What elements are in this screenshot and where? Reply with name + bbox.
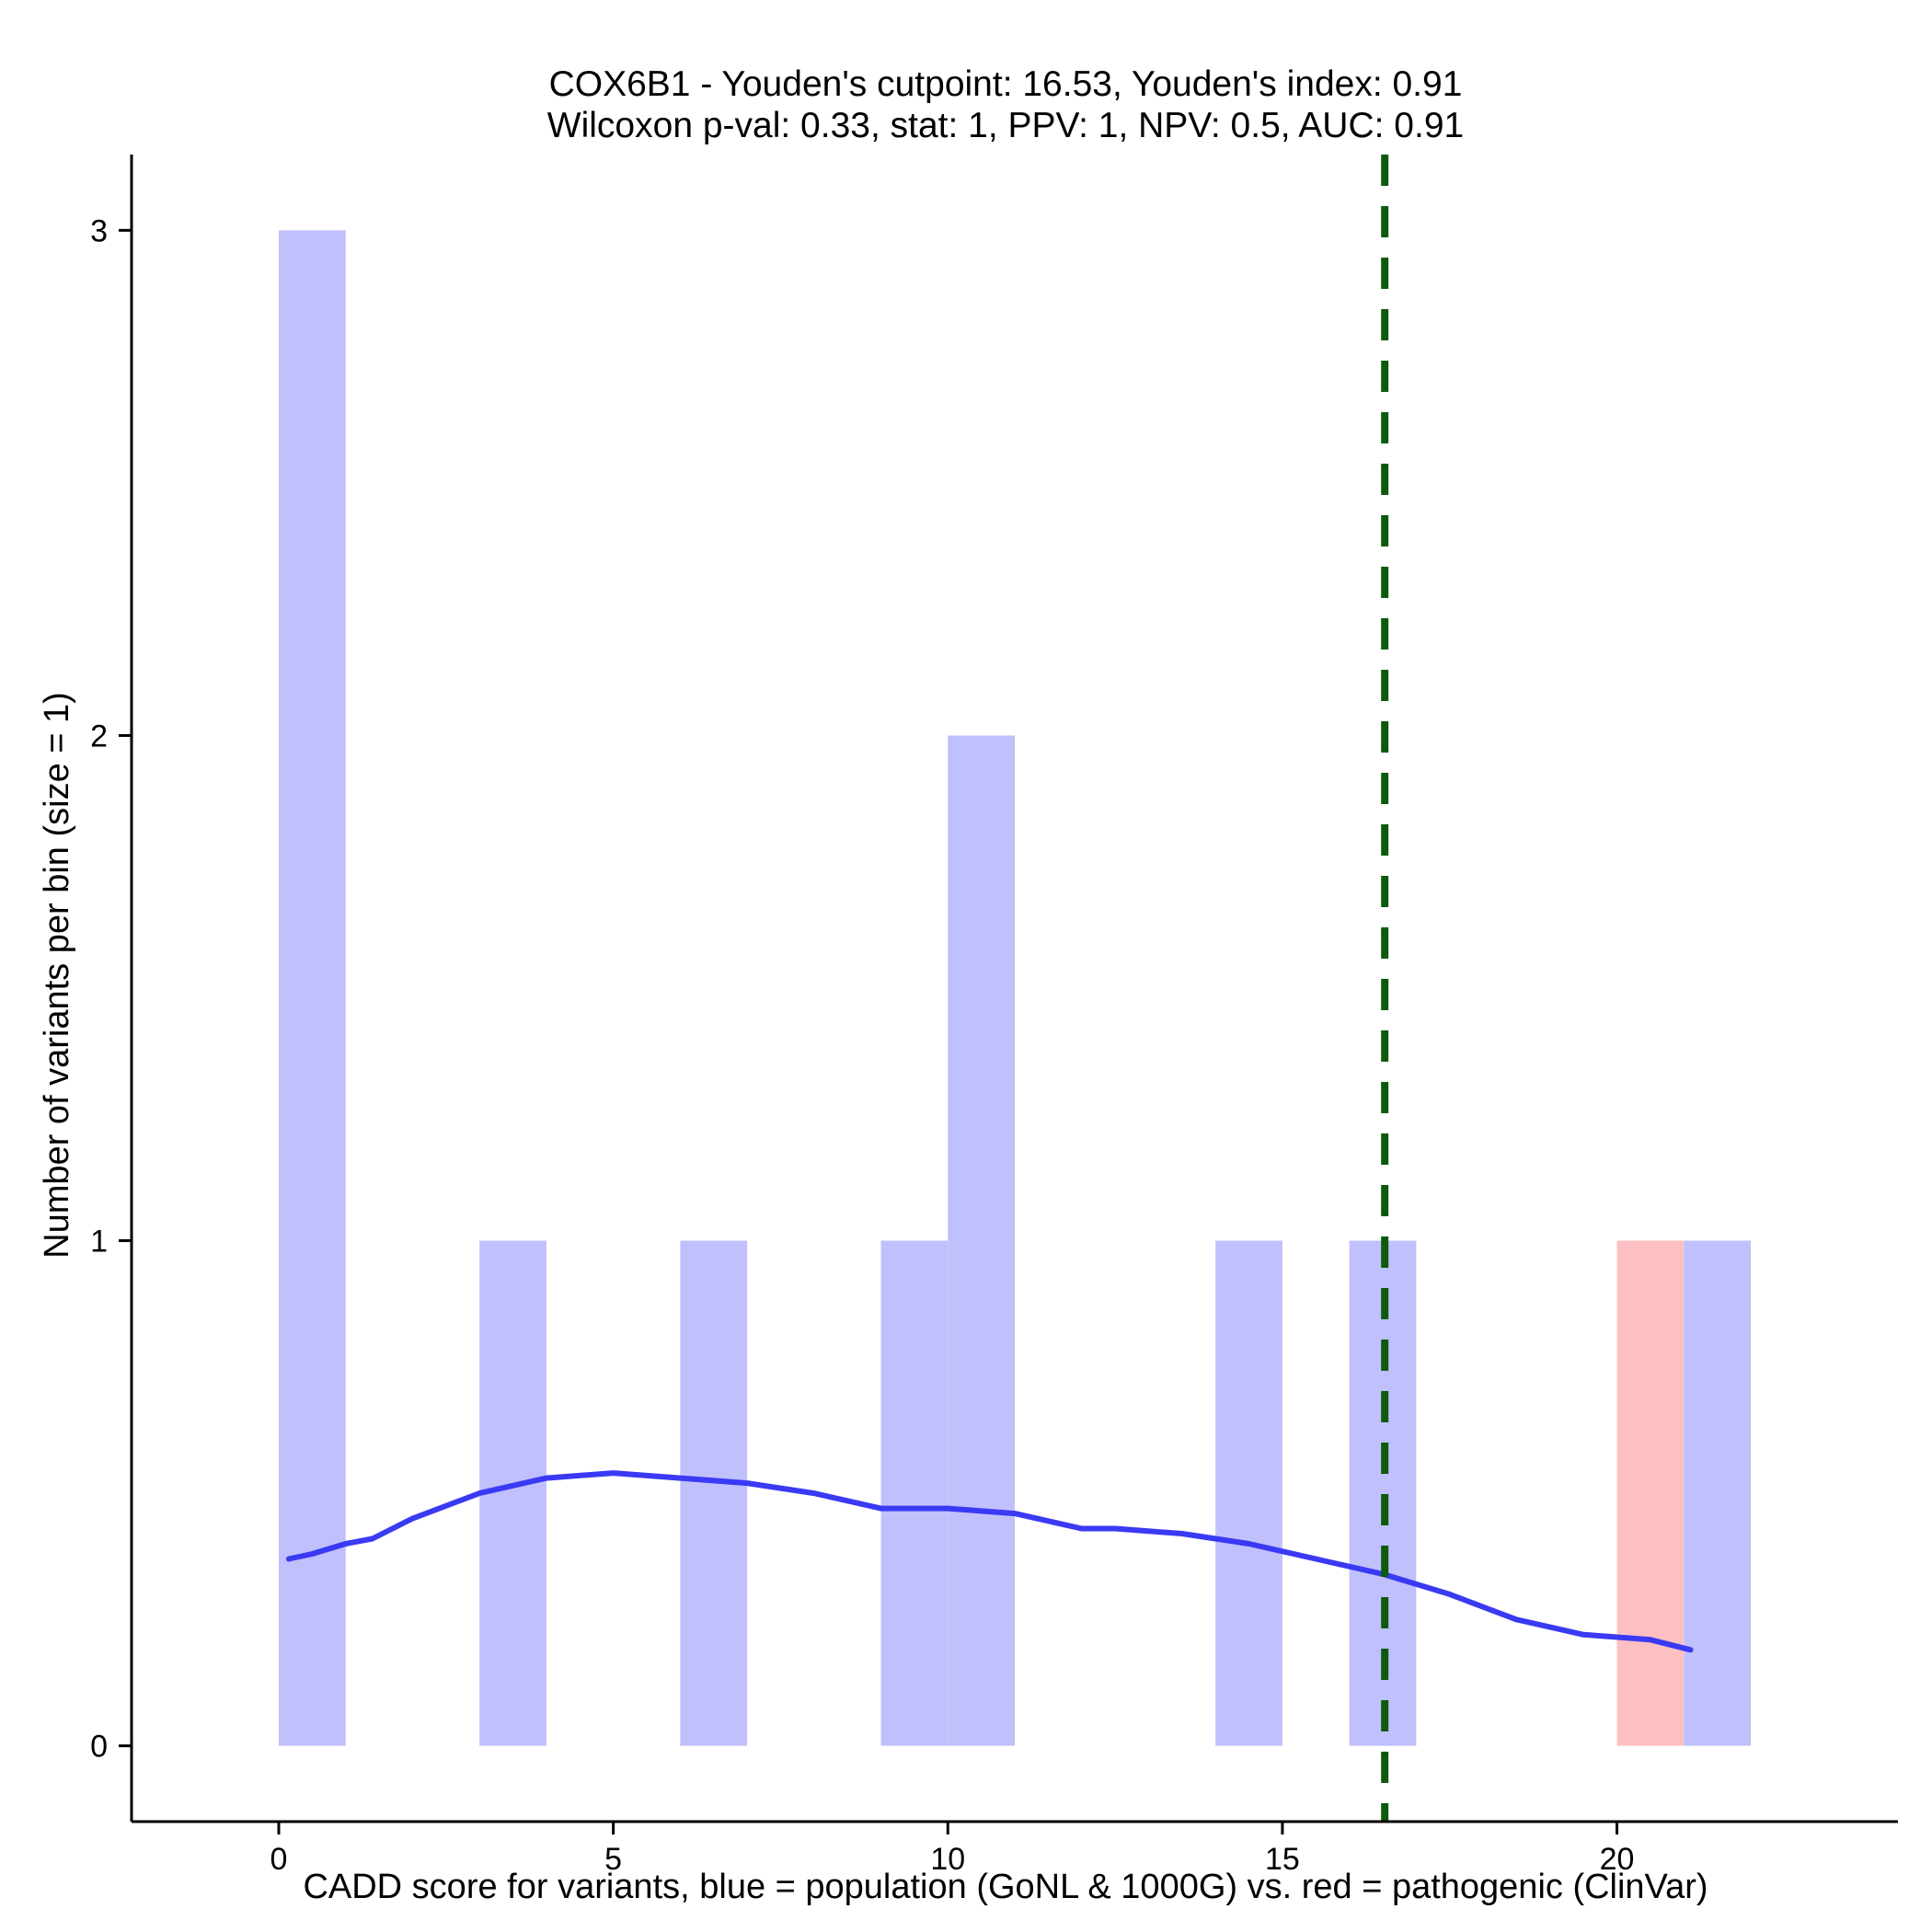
pathogenic-bar-20	[1616, 1240, 1685, 1746]
y-tick-label: 0	[90, 1730, 108, 1765]
population-bar-10	[948, 735, 1015, 1746]
x-tick-label: 15	[1265, 1842, 1300, 1877]
x-tick-label: 0	[270, 1842, 288, 1877]
population-bar-14	[1215, 1240, 1282, 1746]
population-bar-6	[680, 1240, 748, 1746]
x-axis-label: CADD score for variants, blue = populati…	[303, 1868, 1708, 1906]
chart-title-line-2: Wilcoxon p-val: 0.33, stat: 1, PPV: 1, N…	[547, 106, 1464, 145]
population-bar-9	[880, 1240, 949, 1746]
axes-layer	[130, 155, 1898, 1823]
population-bar-21	[1684, 1240, 1751, 1746]
bars-layer	[279, 230, 1751, 1746]
x-tick-label: 20	[1600, 1842, 1635, 1877]
chart-title-line-1: COX6B1 - Youden's cutpoint: 16.53, Youde…	[549, 64, 1463, 104]
density-curve-layer	[285, 1470, 1694, 1653]
population-bar-0	[279, 230, 346, 1746]
density-curve	[285, 1470, 1694, 1653]
ticks-layer: 0 5 10 15 20 0 1 2 3	[90, 213, 1634, 1877]
x-tick-label: 5	[604, 1842, 622, 1877]
y-tick-label: 1	[90, 1225, 108, 1259]
x-tick-label: 10	[930, 1842, 965, 1877]
y-tick-label: 2	[90, 719, 108, 753]
y-axis-label: Number of variants per bin (size = 1)	[38, 692, 76, 1259]
y-tick-label: 3	[90, 213, 108, 248]
